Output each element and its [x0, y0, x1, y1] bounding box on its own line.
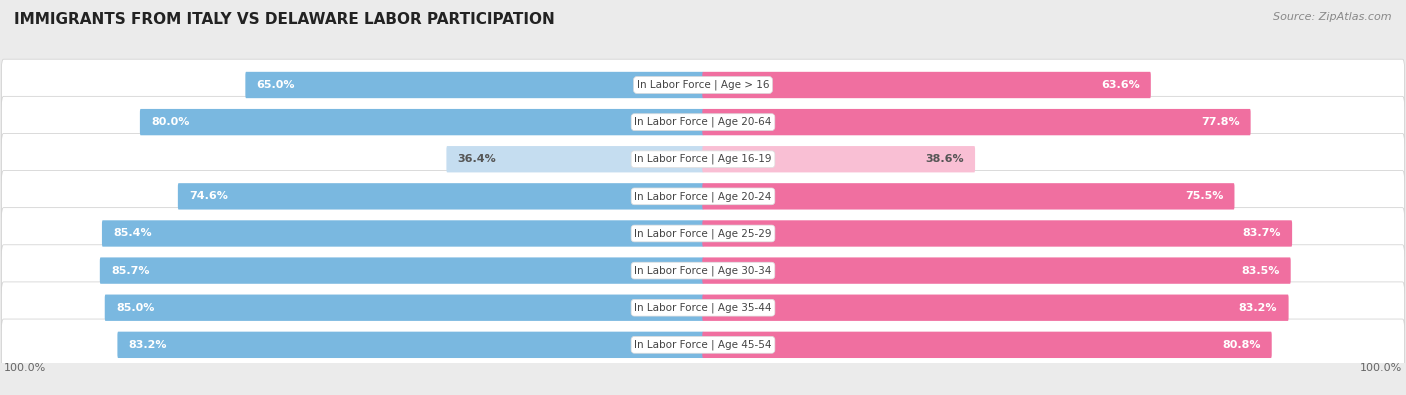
- Text: 74.6%: 74.6%: [190, 191, 228, 201]
- Text: 83.7%: 83.7%: [1243, 228, 1281, 239]
- Text: In Labor Force | Age 20-24: In Labor Force | Age 20-24: [634, 191, 772, 201]
- FancyBboxPatch shape: [179, 183, 704, 209]
- Text: 85.7%: 85.7%: [111, 265, 149, 276]
- FancyBboxPatch shape: [703, 146, 976, 172]
- Text: 85.4%: 85.4%: [112, 228, 152, 239]
- Text: 80.8%: 80.8%: [1222, 340, 1261, 350]
- FancyBboxPatch shape: [703, 258, 1291, 284]
- FancyBboxPatch shape: [703, 109, 1251, 135]
- FancyBboxPatch shape: [703, 295, 1289, 321]
- Text: In Labor Force | Age 45-54: In Labor Force | Age 45-54: [634, 340, 772, 350]
- FancyBboxPatch shape: [1, 59, 1405, 111]
- FancyBboxPatch shape: [1, 134, 1405, 185]
- FancyBboxPatch shape: [703, 332, 1272, 358]
- FancyBboxPatch shape: [1, 282, 1405, 333]
- FancyBboxPatch shape: [703, 183, 1234, 209]
- Text: 65.0%: 65.0%: [257, 80, 295, 90]
- Text: 36.4%: 36.4%: [458, 154, 496, 164]
- FancyBboxPatch shape: [117, 332, 704, 358]
- FancyBboxPatch shape: [1, 245, 1405, 296]
- Text: 85.0%: 85.0%: [115, 303, 155, 313]
- Text: 83.2%: 83.2%: [128, 340, 167, 350]
- Text: In Labor Force | Age 25-29: In Labor Force | Age 25-29: [634, 228, 772, 239]
- Text: In Labor Force | Age > 16: In Labor Force | Age > 16: [637, 80, 769, 90]
- FancyBboxPatch shape: [447, 146, 704, 172]
- Text: 38.6%: 38.6%: [925, 154, 965, 164]
- Text: IMMIGRANTS FROM ITALY VS DELAWARE LABOR PARTICIPATION: IMMIGRANTS FROM ITALY VS DELAWARE LABOR …: [14, 12, 555, 27]
- FancyBboxPatch shape: [1, 319, 1405, 371]
- FancyBboxPatch shape: [1, 208, 1405, 259]
- Text: 75.5%: 75.5%: [1185, 191, 1223, 201]
- FancyBboxPatch shape: [104, 295, 704, 321]
- FancyBboxPatch shape: [100, 258, 704, 284]
- Text: 100.0%: 100.0%: [3, 363, 46, 373]
- FancyBboxPatch shape: [1, 171, 1405, 222]
- FancyBboxPatch shape: [703, 220, 1292, 246]
- Text: 83.2%: 83.2%: [1239, 303, 1277, 313]
- Text: In Labor Force | Age 35-44: In Labor Force | Age 35-44: [634, 303, 772, 313]
- Text: 77.8%: 77.8%: [1201, 117, 1240, 127]
- FancyBboxPatch shape: [101, 220, 704, 246]
- Text: 63.6%: 63.6%: [1101, 80, 1140, 90]
- FancyBboxPatch shape: [1, 96, 1405, 148]
- Text: Source: ZipAtlas.com: Source: ZipAtlas.com: [1274, 12, 1392, 22]
- Text: In Labor Force | Age 20-64: In Labor Force | Age 20-64: [634, 117, 772, 127]
- Text: 100.0%: 100.0%: [1360, 363, 1403, 373]
- Text: 80.0%: 80.0%: [152, 117, 190, 127]
- Text: In Labor Force | Age 16-19: In Labor Force | Age 16-19: [634, 154, 772, 164]
- FancyBboxPatch shape: [246, 72, 704, 98]
- FancyBboxPatch shape: [703, 72, 1152, 98]
- Text: In Labor Force | Age 30-34: In Labor Force | Age 30-34: [634, 265, 772, 276]
- FancyBboxPatch shape: [141, 109, 704, 135]
- Text: 83.5%: 83.5%: [1241, 265, 1279, 276]
